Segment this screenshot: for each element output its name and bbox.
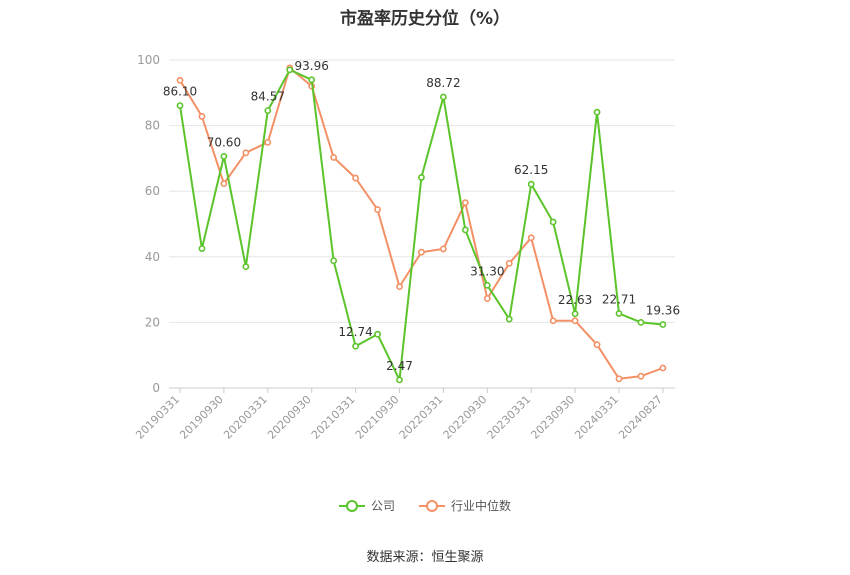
data-point-company — [352, 342, 359, 350]
y-tick-label: 40 — [145, 250, 160, 264]
data-point-company — [286, 66, 294, 74]
data-point-company — [330, 257, 338, 265]
chart-legend: 公司 行业中位数 — [0, 497, 850, 514]
data-label: 31.30 — [470, 264, 504, 278]
data-point-industry-median — [461, 199, 469, 207]
x-tick-label: 20240331 — [572, 393, 621, 442]
data-point-industry-median — [615, 375, 623, 383]
legend-item-industry-median[interactable]: 行业中位数 — [419, 497, 511, 514]
legend-label-company: 公司 — [370, 499, 395, 513]
data-point-company — [483, 281, 491, 289]
pe-percentile-chart: 0 20 40 60 80 100 2019033120190930202003312020… — [133, 53, 680, 442]
data-label: 12.74 — [338, 325, 372, 339]
x-tick-label: 20240827 — [616, 393, 665, 442]
data-label: 93.96 — [295, 59, 329, 73]
x-tick-label: 20210930 — [353, 393, 402, 442]
data-label: 86.10 — [163, 85, 197, 99]
y-tick-label: 80 — [145, 119, 160, 133]
data-label: 19.36 — [646, 303, 680, 317]
y-tick-label: 0 — [152, 381, 160, 395]
data-label: 22.71 — [602, 293, 636, 307]
y-tick-label: 60 — [145, 184, 160, 198]
data-point-industry-median — [659, 364, 667, 372]
data-point-company — [176, 102, 184, 109]
data-point-industry-median — [396, 283, 403, 291]
data-point-industry-median — [198, 113, 206, 120]
chart-title: 市盈率历史分位（%） — [339, 9, 511, 29]
data-point-industry-median — [593, 341, 601, 349]
data-point-company — [220, 153, 228, 160]
data-point-industry-median — [571, 317, 579, 325]
data-point-company — [396, 376, 403, 384]
data-label: 70.60 — [207, 135, 241, 149]
data-point-company — [615, 310, 623, 317]
data-label: 88.72 — [426, 76, 460, 90]
data-point-industry-median — [527, 234, 535, 242]
data-point-company — [374, 330, 381, 338]
data-point-industry-median — [264, 138, 272, 146]
data-point-company — [264, 107, 272, 115]
legend-swatch-company — [338, 499, 365, 513]
data-point-company — [659, 321, 667, 328]
data-point-company — [527, 180, 535, 188]
x-tick-label: 20210331 — [309, 393, 358, 442]
data-point-industry-median — [549, 317, 557, 325]
x-tick-label: 20200930 — [265, 393, 314, 442]
data-point-industry-median — [418, 248, 425, 256]
data-label: 2.47 — [386, 359, 413, 373]
legend-label-industry-median: 行业中位数 — [451, 499, 512, 513]
data-point-company — [308, 76, 316, 84]
data-point-industry-median — [330, 154, 338, 161]
legend-item-company[interactable]: 公司 — [338, 497, 395, 514]
data-point-company — [593, 108, 601, 116]
data-point-industry-median — [483, 295, 491, 302]
data-point-company — [461, 226, 469, 234]
data-label: 22.63 — [558, 293, 592, 307]
series-line-company — [179, 68, 663, 381]
data-point-industry-median — [242, 149, 250, 157]
data-point-company — [198, 245, 206, 252]
data-point-company — [637, 318, 645, 326]
data-point-company — [439, 93, 447, 101]
x-tick-label: 20220331 — [397, 393, 446, 442]
data-point-industry-median — [220, 180, 228, 188]
data-point-industry-median — [176, 76, 184, 84]
data-label: 84.57 — [251, 90, 285, 104]
x-tick-label: 20230930 — [528, 393, 577, 442]
data-point-company — [418, 174, 425, 181]
x-tick-label: 20230331 — [485, 393, 534, 442]
data-point-industry-median — [439, 245, 447, 253]
data-point-industry-median — [505, 259, 513, 267]
x-tick-label: 20190930 — [177, 393, 226, 442]
data-point-company — [242, 263, 250, 271]
y-tick-label: 100 — [137, 53, 160, 67]
data-source: 数据来源：恒生聚源 — [366, 550, 484, 565]
x-tick-label: 20200331 — [221, 393, 270, 442]
data-point-industry-median — [637, 372, 645, 380]
legend-swatch-industry-median — [419, 499, 445, 513]
y-tick-label: 20 — [145, 315, 160, 329]
data-point-industry-median — [374, 206, 381, 213]
x-tick-label: 20220930 — [441, 393, 490, 442]
data-label: 62.15 — [514, 163, 548, 177]
data-point-company — [571, 310, 579, 318]
data-point-company — [549, 218, 557, 226]
data-point-industry-median — [352, 174, 359, 182]
data-point-company — [505, 315, 513, 323]
x-tick-label: 20190331 — [133, 393, 182, 442]
